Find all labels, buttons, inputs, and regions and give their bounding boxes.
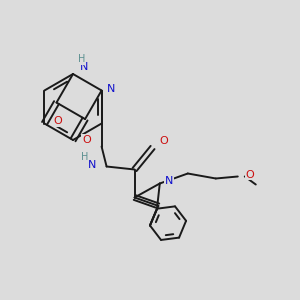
Text: H: H bbox=[78, 54, 85, 64]
Text: O: O bbox=[246, 169, 254, 179]
Text: N: N bbox=[106, 83, 115, 94]
Text: O: O bbox=[160, 136, 168, 146]
Text: N: N bbox=[80, 62, 88, 72]
Text: N: N bbox=[165, 176, 173, 185]
Text: N: N bbox=[88, 160, 97, 170]
Text: H: H bbox=[81, 152, 88, 161]
Text: O: O bbox=[82, 135, 91, 145]
Text: O: O bbox=[53, 116, 62, 126]
